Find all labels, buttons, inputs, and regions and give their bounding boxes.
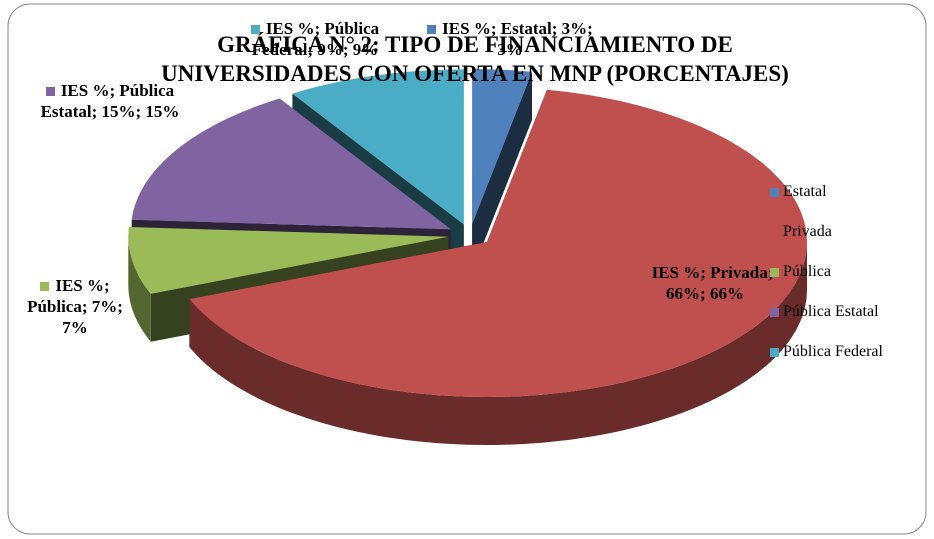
- legend-swatch: [770, 187, 779, 197]
- pie-slice: [292, 69, 464, 225]
- legend-item: Pública Estatal: [770, 303, 879, 321]
- label-swatch: [250, 25, 260, 34]
- pie-tops: [128, 69, 807, 398]
- legend-item: Pública: [770, 263, 831, 281]
- data-label: IES %; Privada; 66%; 66%: [620, 262, 790, 304]
- chart-title: GRÁFICA N° 2: TIPO DE FINANCIAMIENTO DE …: [161, 32, 789, 86]
- legend-item: Pública Federal: [770, 343, 883, 361]
- legend-label: Estatal: [783, 183, 827, 200]
- legend-swatch: [770, 227, 779, 237]
- legend-swatch: [770, 347, 779, 357]
- legend-swatch: [770, 307, 779, 317]
- legend-label: Privada: [783, 223, 832, 240]
- legend-swatch: [770, 267, 779, 277]
- legend-label: Pública Federal: [783, 343, 883, 360]
- legend-item: Privada: [770, 223, 832, 241]
- data-label: IES %; Estatal; 3%; 3%: [420, 18, 600, 60]
- pie-slice: [131, 98, 452, 230]
- slice-wall: [472, 71, 533, 273]
- data-label: IES %; Pública Estatal; 15%; 15%: [40, 81, 180, 121]
- legend-item: Estatal: [770, 183, 827, 201]
- label-swatch: [427, 25, 437, 34]
- data-label: IES %; Pública; 7%; 7%: [27, 276, 123, 337]
- data-label: IES %; Pública Federal; 9%; 9%: [250, 19, 380, 59]
- slice-side: [189, 242, 807, 445]
- label-swatch: [40, 282, 50, 291]
- label-swatch: [636, 269, 646, 278]
- pie-slice: [472, 69, 532, 225]
- legend-label: Pública Estatal: [783, 303, 879, 320]
- pie-slice: [128, 227, 449, 294]
- slice-side: [128, 236, 151, 342]
- legend-label: Pública: [783, 263, 831, 280]
- label-swatch: [45, 87, 55, 96]
- pie-slice: [189, 89, 807, 398]
